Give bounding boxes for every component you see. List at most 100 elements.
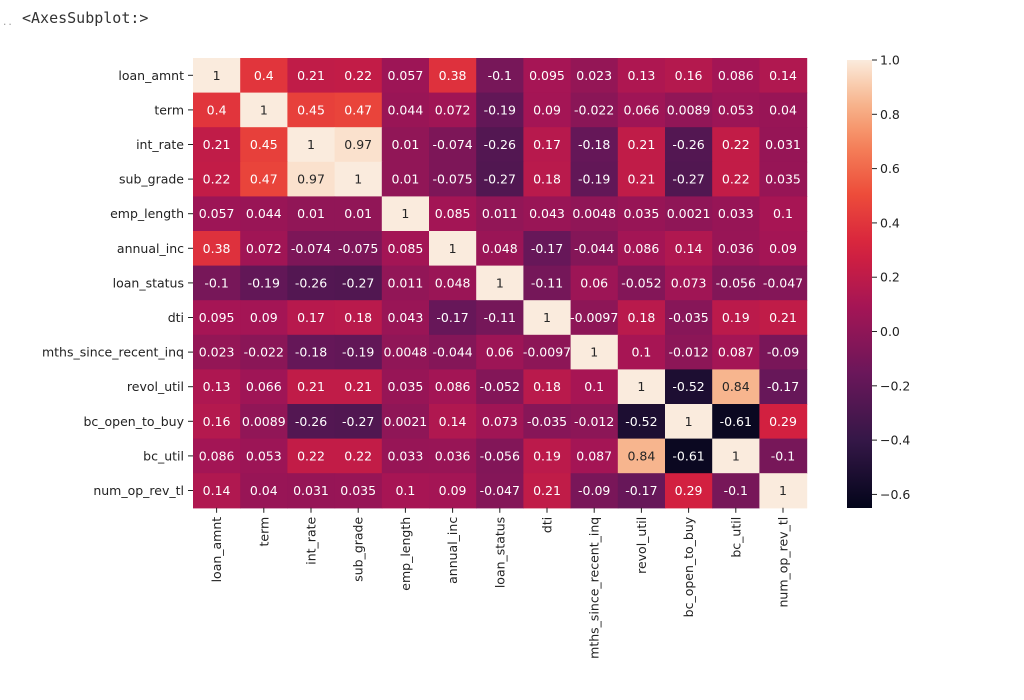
heatmap-cell-value: 0.073 (482, 414, 518, 429)
heatmap-cell (617, 438, 666, 474)
x-tick-labels: loan_amnt term int_rate sub_grade emp_length… (209, 507, 791, 659)
heatmap-cell-value: -0.17 (767, 379, 799, 394)
heatmap-cell (429, 265, 477, 301)
heatmap-cell-value: 0.035 (765, 172, 801, 187)
heatmap-cell-value: -0.18 (295, 345, 327, 360)
heatmap-cell (381, 127, 430, 163)
heatmap-cell (240, 369, 288, 405)
heatmap-cell (523, 231, 572, 267)
heatmap-cell-value: -0.19 (248, 275, 280, 290)
heatmap-cell-value: -0.19 (484, 102, 516, 117)
heatmap-cell-value: 0.97 (344, 137, 372, 152)
heatmap-cell (476, 161, 524, 197)
heatmap-cell-value: 0.18 (627, 310, 655, 325)
heatmap-cell (759, 438, 808, 474)
heatmap-cell-value: 1 (307, 137, 315, 152)
heatmap-cell-value: 1 (354, 172, 362, 187)
heatmap-cell-value: 0.14 (675, 241, 703, 256)
y-tick-label: dti (168, 310, 184, 325)
heatmap-cell (759, 404, 808, 440)
heatmap-cell (381, 196, 430, 232)
heatmap-cell (665, 58, 713, 94)
heatmap-cell-value: 0.057 (199, 206, 235, 221)
heatmap-cell (240, 58, 288, 94)
heatmap-cell (712, 127, 760, 163)
heatmap-cell-value: 0.21 (203, 137, 231, 152)
colorbar-tick-label: 1.0 (880, 53, 900, 68)
heatmap-cell (476, 127, 524, 163)
heatmap-cell (287, 231, 336, 267)
heatmap-cell (429, 92, 477, 128)
heatmap-cell-value: 0.21 (344, 379, 372, 394)
heatmap-cell-value: -0.0097 (570, 310, 618, 325)
heatmap-cell-value: -0.035 (527, 414, 567, 429)
heatmap-cell-value: -0.1 (724, 483, 748, 498)
heatmap-cell-value: 0.04 (769, 102, 797, 117)
x-tick-label: num_op_rev_tl (776, 517, 791, 608)
heatmap-cell-value: 0.095 (529, 68, 565, 83)
heatmap-cell (570, 438, 619, 474)
heatmap-cell (193, 92, 241, 128)
heatmap-cell (617, 473, 666, 509)
colorbar-gradient (847, 60, 872, 508)
heatmap-cell-value: -0.047 (480, 483, 520, 498)
heatmap-cell (570, 196, 619, 232)
heatmap-cell (712, 196, 760, 232)
heatmap-cell-value: 0.085 (435, 206, 471, 221)
heatmap-cell-value: 0.066 (624, 102, 660, 117)
heatmap-cell-value: 0.01 (391, 137, 419, 152)
heatmap-cell-value: 0.057 (388, 68, 424, 83)
heatmap-cell-value: 0.044 (388, 102, 424, 117)
heatmap-cell (617, 334, 666, 370)
heatmap-cell (476, 231, 524, 267)
y-tick-label: loan_amnt (118, 68, 184, 83)
heatmap-cell (712, 404, 760, 440)
heatmap-cell (476, 300, 524, 336)
heatmap-cell-value: 0.18 (533, 172, 561, 187)
heatmap-cell (240, 231, 288, 267)
heatmap-cell-value: 0.29 (769, 414, 797, 429)
heatmap-cell-value: 0.19 (533, 448, 561, 463)
heatmap-cell-value: -0.0097 (523, 345, 571, 360)
y-tick-label: emp_length (110, 206, 184, 221)
heatmap-cell (429, 196, 477, 232)
colorbar-tick-label: 0.8 (880, 107, 900, 122)
heatmap-cell-value: -0.61 (672, 448, 704, 463)
heatmap-cell-value: 0.036 (435, 448, 471, 463)
heatmap-cell-value: 0.47 (344, 102, 372, 117)
heatmap-cell-value: 0.035 (340, 483, 376, 498)
heatmap-cell-value: 0.087 (718, 345, 754, 360)
heatmap-cell-value: -0.27 (484, 172, 516, 187)
heatmap-cell-value: -0.11 (484, 310, 516, 325)
heatmap-cell (334, 196, 383, 232)
heatmap-cell-value: 0.011 (482, 206, 518, 221)
heatmap-cell (476, 92, 524, 128)
heatmap-cell-value: -0.056 (480, 448, 520, 463)
heatmap-cell (240, 300, 288, 336)
heatmap-cell-value: -0.074 (291, 241, 331, 256)
x-tick-label: bc_util (728, 517, 743, 558)
heatmap-cell (287, 404, 336, 440)
heatmap-cell-value: 0.086 (435, 379, 471, 394)
heatmap-cell (759, 231, 808, 267)
heatmap-cell (334, 161, 383, 197)
heatmap-cell (193, 127, 241, 163)
heatmap-cell (759, 161, 808, 197)
x-tick-label: sub_grade (351, 516, 366, 581)
heatmap-cell-value: 0.09 (533, 102, 561, 117)
heatmap-cell (334, 265, 383, 301)
heatmap-cell (287, 196, 336, 232)
heatmap-cell-value: -0.022 (574, 102, 614, 117)
heatmap-cell-value: 1 (496, 275, 504, 290)
heatmap-cell (193, 265, 241, 301)
heatmap-cell-value: -0.074 (432, 137, 472, 152)
heatmap-cell (287, 92, 336, 128)
heatmap-cell-value: 0.47 (250, 172, 278, 187)
heatmap-cell (617, 196, 666, 232)
heatmap-cell (381, 265, 430, 301)
heatmap-cell (665, 127, 713, 163)
heatmap-cell-value: -0.11 (531, 275, 563, 290)
y-tick-label: mths_since_recent_inq (42, 345, 184, 360)
heatmap-cell-value: 0.072 (246, 241, 282, 256)
heatmap-cell (334, 438, 383, 474)
